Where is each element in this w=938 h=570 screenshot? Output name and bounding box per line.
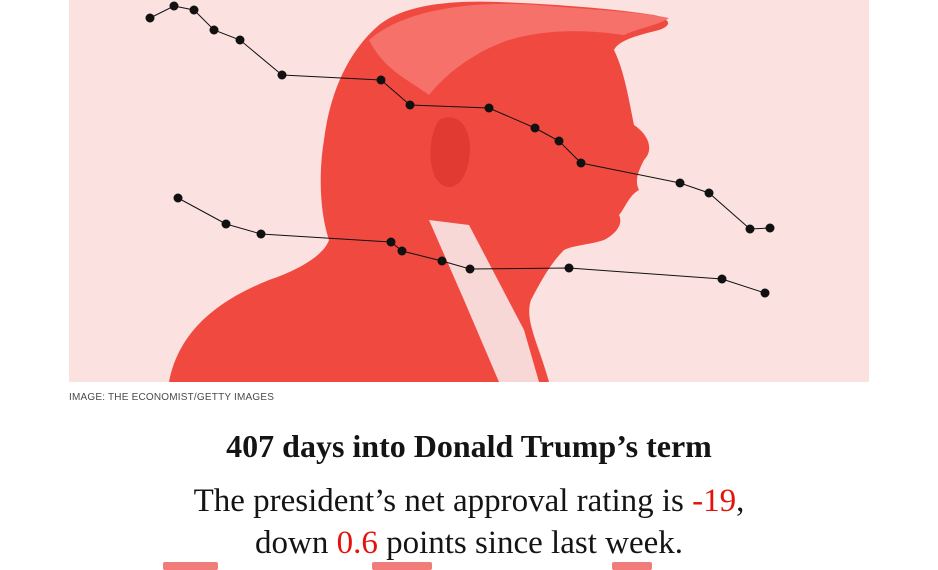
summary-line-2: down 0.6 points since last week.: [0, 522, 938, 564]
trump-portrait-illustration: [145, 1, 775, 382]
cutoff-next-row: [0, 562, 938, 570]
weekly-change-value: 0.6: [336, 525, 378, 561]
upper-trend-dot: [405, 100, 415, 110]
upper-trend-dots: [145, 1, 775, 234]
upper-trend-dot: [376, 75, 386, 85]
summary-text: points since last week.: [377, 525, 684, 561]
upper-trend-line: [149, 5, 771, 230]
headline: 407 days into Donald Trump’s term: [226, 428, 712, 464]
upper-trend-dot: [704, 188, 714, 198]
upper-trend-dot: [554, 136, 564, 146]
upper-trend-dot: [235, 35, 245, 45]
upper-trend-dot: [576, 158, 586, 168]
lower-trend-dot: [437, 256, 447, 266]
cutoff-fragment: [163, 562, 218, 570]
upper-trend-dot: [277, 70, 287, 80]
upper-trend-dot: [530, 123, 540, 133]
upper-trend-dot: [189, 5, 199, 15]
upper-trend-dot: [675, 178, 685, 188]
hero-image: [69, 0, 869, 382]
upper-trend-dot: [209, 25, 219, 35]
portrait-collar: [429, 220, 539, 382]
lower-trend-dot: [465, 264, 475, 274]
cutoff-fragment: [372, 562, 432, 570]
upper-trend-dot: [745, 224, 755, 234]
lower-trend-dot: [397, 246, 407, 256]
portrait-silhouette: [169, 1, 668, 382]
portrait-hair: [369, 3, 669, 95]
lower-trend-dot: [256, 229, 266, 239]
lower-trend-dot: [386, 237, 396, 247]
lower-trend-line: [177, 197, 766, 294]
net-approval-value: -19: [692, 483, 737, 519]
upper-trend-dot: [765, 223, 775, 233]
portrait-ear: [430, 117, 470, 188]
summary-text: down: [254, 525, 337, 561]
summary-text: The president’s net approval rating is: [193, 483, 693, 519]
lower-trend-dot: [717, 274, 727, 284]
summary-line-1: The president’s net approval rating is -…: [0, 480, 938, 522]
image-credit: IMAGE: THE ECONOMIST/GETTY IMAGES: [69, 392, 275, 403]
upper-trend-dot: [145, 13, 155, 23]
approval-summary: The president’s net approval rating is -…: [0, 480, 938, 564]
lower-trend-dot: [221, 219, 231, 229]
summary-text: ,: [736, 483, 745, 519]
lower-trend-dot: [760, 288, 770, 298]
lower-trend-dot: [173, 193, 183, 203]
lower-trend-dots: [173, 193, 770, 298]
upper-trend-dot: [169, 1, 179, 11]
lower-trend-dot: [564, 263, 574, 273]
upper-trend-dot: [484, 103, 494, 113]
cutoff-fragment: [612, 562, 652, 570]
